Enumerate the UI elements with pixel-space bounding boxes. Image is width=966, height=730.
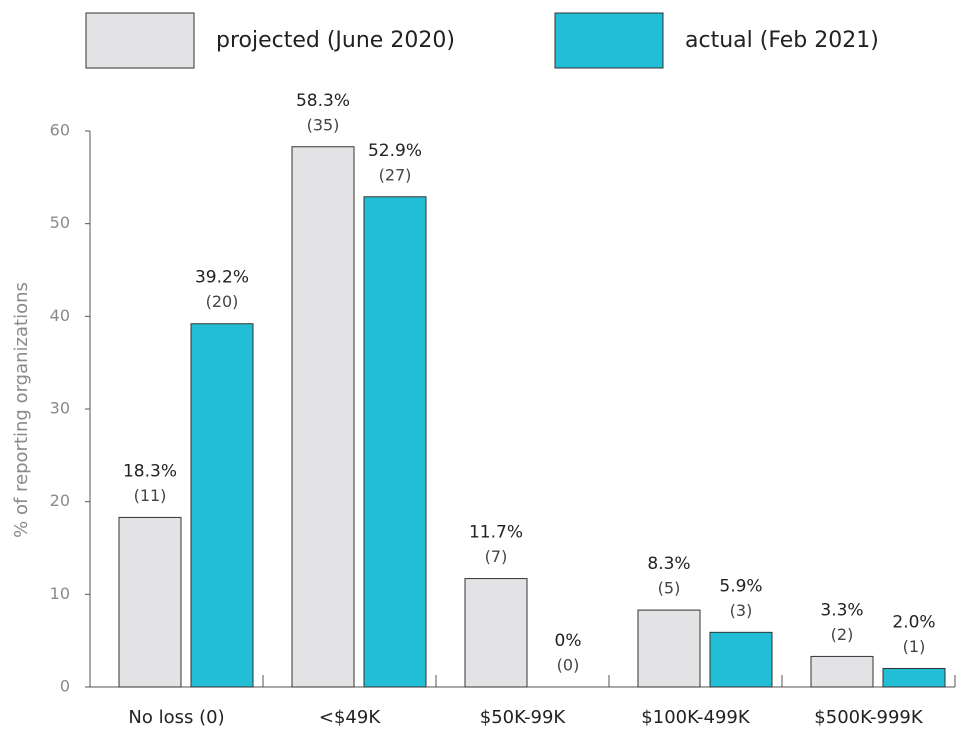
bar	[291, 146, 355, 688]
value-label: 0%	[555, 631, 582, 651]
count-label: (11)	[134, 486, 167, 505]
x-tick-label: $50K-99K	[480, 707, 567, 728]
count-label: (3)	[730, 601, 753, 620]
legend-label: projected (June 2020)	[216, 28, 455, 53]
y-tick-label: 10	[50, 584, 70, 603]
bar	[190, 323, 254, 688]
value-label: 58.3%	[296, 91, 350, 111]
bar	[637, 609, 701, 688]
value-label: 18.3%	[123, 461, 177, 481]
bar	[882, 667, 946, 688]
legend-swatch	[85, 12, 195, 69]
count-label: (2)	[831, 625, 854, 644]
legend-swatch	[554, 12, 664, 69]
x-tick-label: No loss (0)	[128, 707, 224, 728]
x-tick-label: $100K-499K	[641, 707, 751, 728]
count-label: (20)	[206, 292, 239, 311]
value-label: 8.3%	[647, 554, 690, 574]
value-label: 52.9%	[368, 141, 422, 161]
value-label: 5.9%	[719, 576, 762, 596]
value-label: 2.0%	[892, 612, 935, 632]
bar	[709, 631, 773, 688]
count-label: (5)	[658, 579, 681, 598]
y-tick-label: 40	[50, 306, 70, 325]
y-axis-label: % of reporting organizations	[11, 282, 32, 538]
legend-label: actual (Feb 2021)	[685, 28, 879, 53]
y-tick-label: 30	[50, 399, 70, 418]
y-tick-label: 20	[50, 491, 70, 510]
y-tick-label: 0	[60, 677, 70, 696]
bar	[363, 196, 427, 688]
value-label: 3.3%	[820, 600, 863, 620]
count-label: (7)	[485, 547, 508, 566]
count-label: (35)	[307, 115, 340, 134]
y-tick-label: 50	[50, 213, 70, 232]
x-tick-label: <$49K	[319, 707, 381, 728]
bar	[464, 578, 528, 688]
count-label: (0)	[557, 656, 580, 675]
value-label: 39.2%	[195, 268, 249, 288]
x-tick-label: $500K-999K	[814, 707, 924, 728]
count-label: (1)	[903, 637, 926, 656]
y-tick-label: 60	[50, 121, 70, 140]
count-label: (27)	[379, 165, 412, 184]
bar	[810, 655, 874, 688]
bar	[118, 516, 182, 688]
value-label: 11.7%	[469, 523, 523, 543]
